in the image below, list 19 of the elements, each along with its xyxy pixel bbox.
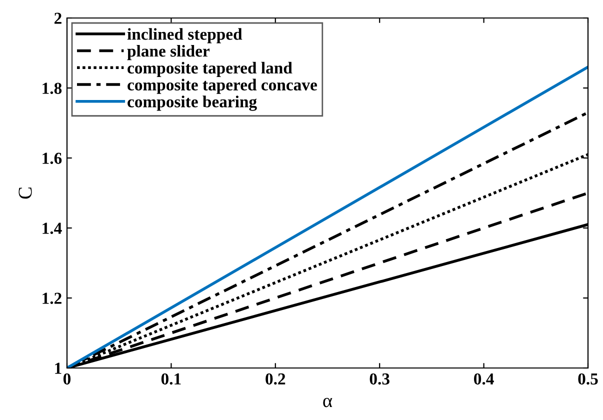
x-axis-title: α — [323, 398, 332, 408]
y-tick-label: 1 — [55, 362, 62, 374]
legend-label: composite tapered concave — [128, 78, 317, 94]
x-tick-label: 0.3 — [370, 373, 390, 385]
x-tick-label: 0 — [63, 373, 71, 385]
legend-label: composite bearing — [128, 96, 257, 111]
y-tick-label: 1.8 — [42, 82, 62, 94]
x-tick-label: 0.5 — [578, 373, 598, 385]
y-tick-label: 1.2 — [42, 292, 62, 304]
x-tick-label: 0.1 — [161, 373, 181, 385]
legend-label: composite tapered land — [128, 62, 292, 77]
legend-label: plane slider — [127, 44, 210, 60]
x-tick-label: 0.2 — [266, 373, 286, 385]
legend-label: inclined stepped — [127, 28, 242, 44]
x-tick-label: 0.4 — [474, 373, 494, 385]
y-tick-label: 1.4 — [42, 222, 62, 234]
y-axis-title: C — [18, 188, 32, 199]
y-tick-label: 2 — [54, 12, 62, 24]
y-tick-label: 1.6 — [42, 152, 62, 164]
